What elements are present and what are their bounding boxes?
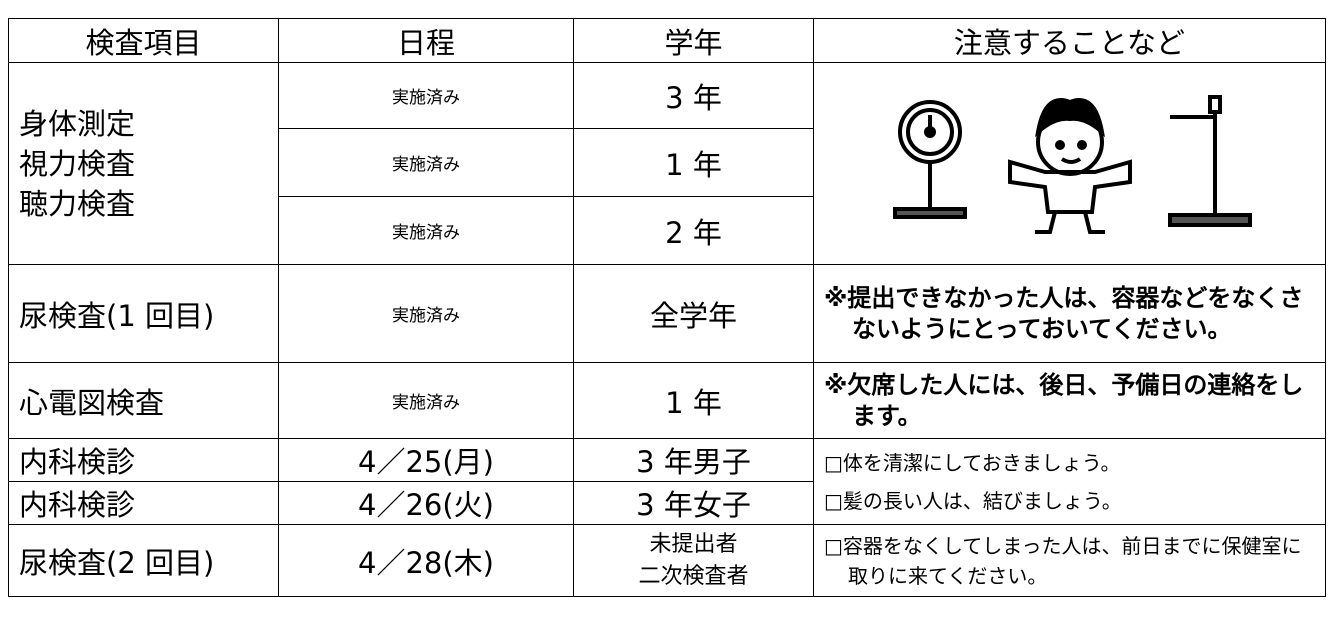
item: 心電図検査 <box>8 362 279 439</box>
header-cell: 日程 <box>278 18 574 63</box>
note: ※欠席した人には、後日、予備日の連絡をします。 <box>813 362 1326 439</box>
item: 身体測定 <box>19 106 136 141</box>
illustration-cell <box>813 62 1326 265</box>
grade: 二次検査者 <box>638 563 749 589</box>
illustration <box>892 94 1252 234</box>
item: 聴力検査 <box>19 186 136 221</box>
schedule: 実施済み <box>278 62 574 129</box>
schedule: 4／25(月) <box>278 438 574 482</box>
grade: 全学年 <box>573 264 814 363</box>
note: □髪の長い人は、結びましょう。 <box>824 488 1122 513</box>
header-cell: 注意することなど <box>813 18 1326 63</box>
note: □容器をなくしてしまった人は、前日までに保健室に取りに来てください。 <box>813 524 1326 597</box>
schedule: 実施済み <box>278 362 574 439</box>
grade: 2 年 <box>573 196 814 265</box>
item: 内科検診 <box>8 481 279 525</box>
schedule: 実施済み <box>278 264 574 363</box>
note: □体を清潔にしておきましょう。 <box>824 450 1121 475</box>
grade: 1 年 <box>573 362 814 439</box>
header-cell: 検査項目 <box>8 18 279 63</box>
schedule-table: 検査項目 日程 学年 注意することなど 身体測定 視力検査 聴力検査 実施済み … <box>8 18 1326 597</box>
schedule: 実施済み <box>278 128 574 197</box>
note: ※提出できなかった人は、容器などをなくさないようにとっておいてください。 <box>813 264 1326 363</box>
item: 視力検査 <box>19 146 136 181</box>
grade: 3 年 <box>573 62 814 129</box>
item-cell: 身体測定 視力検査 聴力検査 <box>8 62 279 265</box>
grade: 未提出者 <box>649 531 738 557</box>
item: 内科検診 <box>8 438 279 482</box>
schedule: 実施済み <box>278 196 574 265</box>
item: 尿検査(1 回目) <box>8 264 279 363</box>
header-cell: 学年 <box>573 18 814 63</box>
grade-cell: 未提出者 二次検査者 <box>573 524 814 597</box>
item: 尿検査(2 回目) <box>8 524 279 597</box>
grade: 3 年女子 <box>573 481 814 525</box>
note-cell: □体を清潔にしておきましょう。 □髪の長い人は、結びましょう。 <box>813 438 1326 525</box>
schedule: 4／26(火) <box>278 481 574 525</box>
schedule: 4／28(木) <box>278 524 574 597</box>
grade: 1 年 <box>573 128 814 197</box>
grade: 3 年男子 <box>573 438 814 482</box>
